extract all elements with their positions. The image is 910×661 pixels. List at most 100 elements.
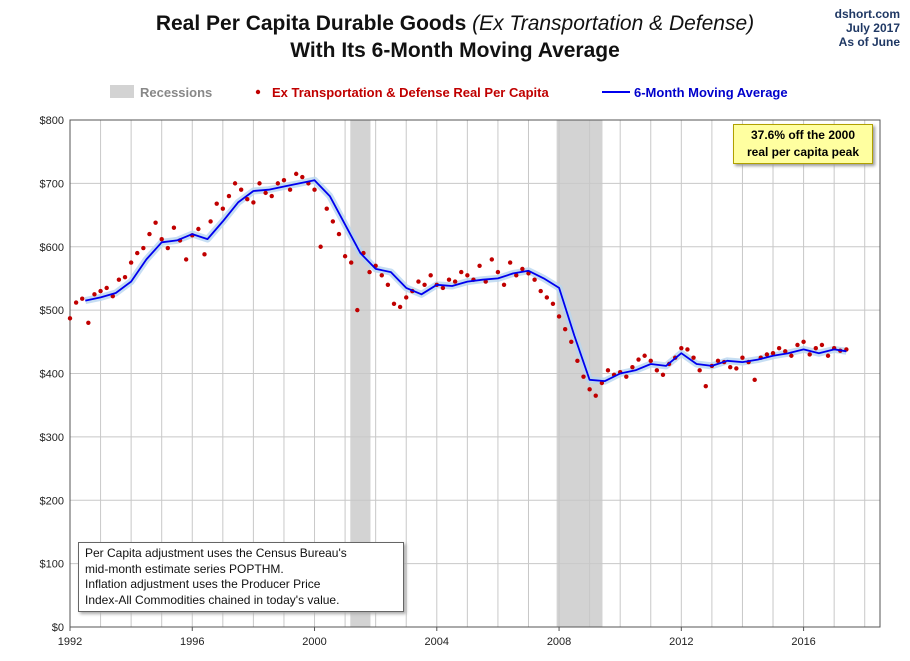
data-point <box>226 193 232 199</box>
peak-callout: 37.6% off the 2000 real per capita peak <box>733 124 873 164</box>
data-point <box>501 282 507 287</box>
data-point <box>569 339 574 345</box>
data-point <box>98 288 103 294</box>
data-point <box>214 201 219 206</box>
data-point <box>196 226 201 232</box>
data-point <box>355 307 360 313</box>
data-point <box>342 254 348 259</box>
data-point <box>80 296 85 301</box>
data-point <box>507 260 513 265</box>
note-line-3: Inflation adjustment uses the Producer P… <box>85 577 321 591</box>
data-point <box>428 273 433 278</box>
data-point <box>514 273 519 278</box>
data-point <box>459 269 464 275</box>
data-point <box>318 244 323 249</box>
data-point <box>581 374 586 379</box>
data-point <box>789 353 794 358</box>
data-point <box>251 200 256 205</box>
data-point <box>67 316 73 321</box>
data-point <box>532 277 537 282</box>
legend-dot-marker <box>255 89 261 95</box>
legend-dots-label: Ex Transportation & Defense Real Per Cap… <box>272 85 549 100</box>
data-point <box>495 269 501 275</box>
data-point <box>562 326 568 332</box>
data-point <box>489 257 495 262</box>
data-point <box>165 245 171 251</box>
data-point <box>813 345 819 351</box>
data-point <box>208 219 213 224</box>
note-line-2: mid-month estimate series POPTHM. <box>85 561 284 576</box>
data-point <box>679 345 684 351</box>
x-tick-label: 1992 <box>58 636 82 648</box>
data-point <box>648 358 653 364</box>
data-point <box>330 219 336 224</box>
data-point <box>575 358 580 364</box>
data-point <box>807 352 812 357</box>
y-tick-label: $300 <box>40 432 64 444</box>
note-line-1: Per Capita adjustment uses the Census Bu… <box>85 546 347 560</box>
data-point <box>397 304 403 310</box>
data-point <box>660 372 666 377</box>
data-point <box>422 282 427 287</box>
methodology-note: Per Capita adjustment uses the Census Bu… <box>78 542 404 612</box>
data-point <box>257 181 262 186</box>
data-point <box>349 260 354 265</box>
data-point <box>171 225 177 230</box>
data-point <box>391 301 397 306</box>
data-point <box>141 245 146 251</box>
data-point <box>764 352 770 357</box>
data-point <box>556 314 562 319</box>
y-tick-label: $800 <box>40 115 64 127</box>
data-point <box>697 368 702 373</box>
data-point <box>685 347 690 352</box>
data-point <box>776 345 782 351</box>
y-tick-label: $500 <box>40 305 64 317</box>
data-point <box>324 206 329 211</box>
data-point <box>770 351 776 356</box>
y-tick-label: $200 <box>40 495 64 507</box>
data-point <box>630 364 635 370</box>
data-point <box>599 380 605 386</box>
data-point <box>642 353 647 358</box>
data-point <box>379 273 384 278</box>
data-point <box>202 252 207 257</box>
note-line-4: Index-All Commodities chained in today's… <box>85 592 340 607</box>
data-point <box>232 181 238 186</box>
data-point <box>159 236 164 242</box>
data-point <box>440 285 446 291</box>
data-point <box>336 231 342 237</box>
data-point <box>92 292 97 297</box>
data-point <box>544 295 550 300</box>
data-point <box>819 342 825 348</box>
data-point <box>404 295 409 300</box>
y-tick-label: $600 <box>40 242 64 254</box>
data-point <box>73 300 79 305</box>
title-main: Real Per Capita Durable Goods <box>155 12 473 35</box>
source-as-of: As of June <box>838 35 900 49</box>
data-point <box>587 387 592 392</box>
data-point <box>715 358 721 364</box>
data-point <box>281 178 287 183</box>
data-point <box>86 320 91 325</box>
data-point <box>104 285 109 291</box>
data-point <box>153 220 158 225</box>
x-tick-label: 2004 <box>425 636 449 648</box>
data-point <box>135 250 140 256</box>
data-point <box>801 339 806 345</box>
data-point <box>263 190 268 196</box>
data-point <box>116 277 122 282</box>
x-tick-label: 2008 <box>547 636 571 648</box>
y-tick-label: $700 <box>40 178 64 190</box>
legend-recession-label: Recessions <box>140 85 212 100</box>
data-point <box>465 273 470 278</box>
data-point <box>654 368 660 373</box>
data-point <box>691 355 696 360</box>
y-tick-label: $400 <box>40 369 64 381</box>
data-point <box>183 257 189 262</box>
data-point <box>416 279 421 284</box>
data-point <box>752 377 757 383</box>
data-point <box>269 193 274 199</box>
data-point <box>538 288 543 294</box>
x-tick-label: 2000 <box>302 636 326 648</box>
data-point <box>483 279 488 284</box>
